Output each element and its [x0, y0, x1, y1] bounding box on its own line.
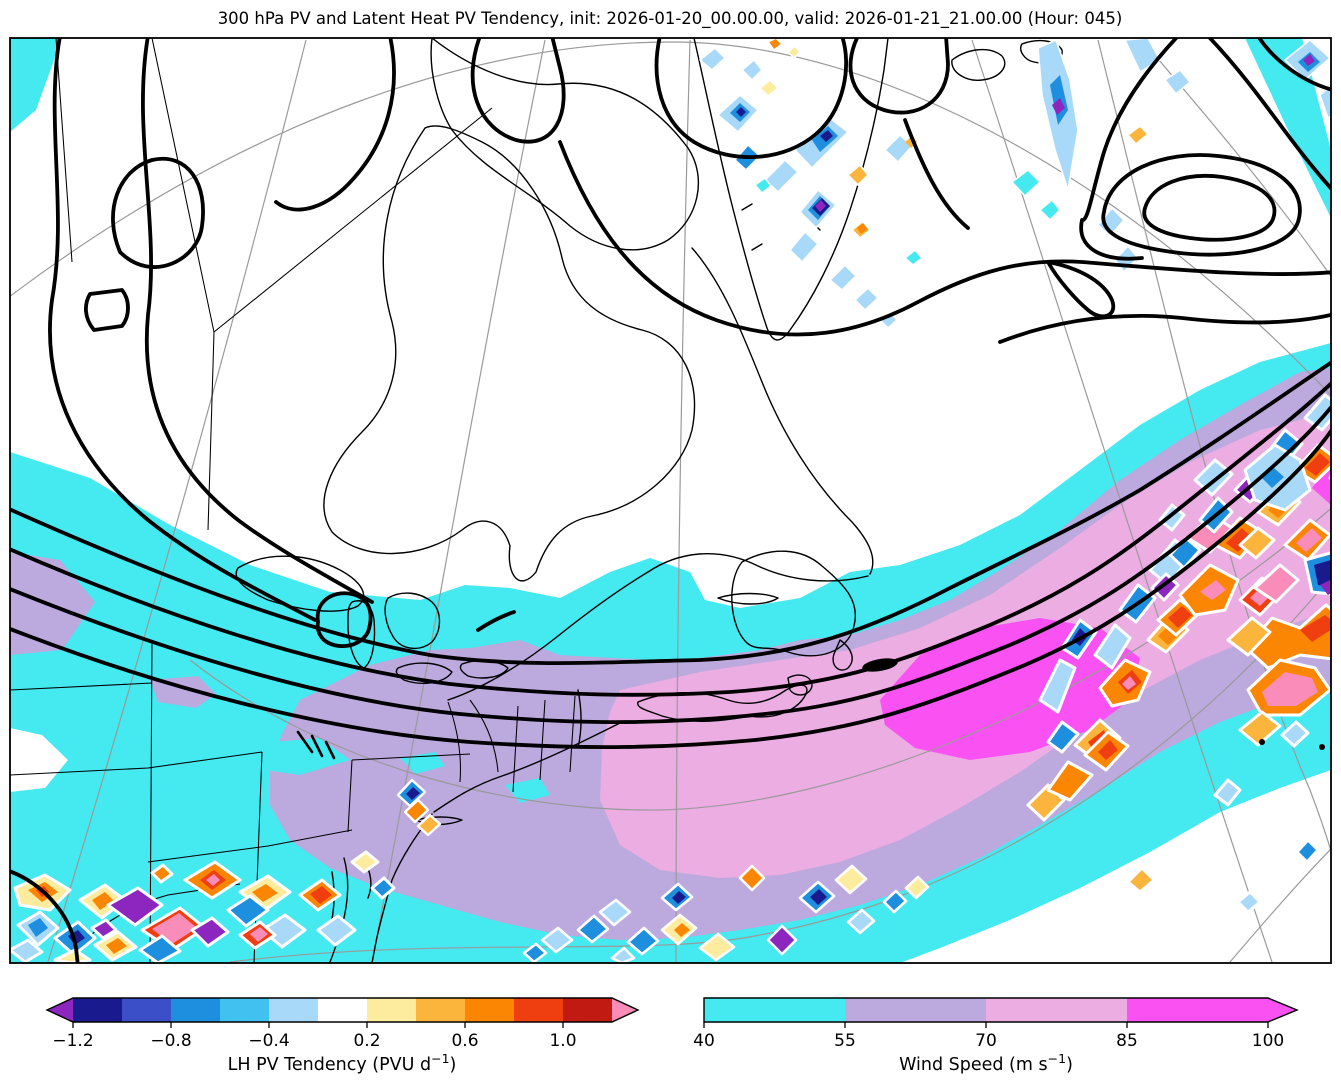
lh-colorbar-segment	[563, 998, 612, 1022]
cyan-topleft-corner	[10, 38, 62, 132]
lh-tick-label: 0.2	[353, 1031, 380, 1051]
hudson-bay-coast	[323, 125, 696, 582]
wind-tick-label: 70	[975, 1031, 997, 1051]
newfoundland-coast	[731, 550, 856, 657]
wind-tick-label: 100	[1252, 1031, 1284, 1051]
wind-tick-label: 85	[1116, 1031, 1138, 1051]
lh-colorbar-label: LH PV Tendency (PVU d−1)	[228, 1051, 457, 1075]
lh-colorbar-segment	[171, 998, 220, 1022]
map-frame	[9, 37, 1332, 964]
lh-colorbar-over-arrow	[612, 998, 638, 1022]
wind-colorbar-tickmarks	[703, 1022, 1269, 1028]
lh-colorbar-segment	[220, 998, 269, 1022]
new-england-coast	[433, 721, 623, 813]
state-borders	[10, 38, 576, 963]
lh-colorbar: −1.2 −0.8 −0.4 0.2 0.6 1.0 LH PV Tendenc…	[45, 997, 640, 1075]
lh-colorbar-segment	[73, 998, 122, 1022]
lh-tick-label: 0.6	[451, 1031, 478, 1051]
lh-colorbar-segment	[465, 998, 514, 1022]
lh-colorbar-under-arrow	[47, 998, 73, 1022]
lh-colorbar-segment	[416, 998, 465, 1022]
lh-colorbar-segment	[318, 998, 367, 1022]
mid-atlantic-coast	[371, 813, 433, 963]
wind-colorbar-over-arrow	[1268, 998, 1297, 1022]
wind-tick-label: 40	[693, 1031, 715, 1051]
lh-colorbar-segment	[122, 998, 171, 1022]
lh-tick-label: −1.2	[52, 1031, 93, 1051]
lh-tick-label: 1.0	[549, 1031, 576, 1051]
map-canvas	[10, 38, 1331, 963]
wind-colorbar-segment	[986, 998, 1127, 1022]
wind-colorbar: 40 55 70 85 100 Wind Speed (m s−1)	[693, 997, 1299, 1075]
wind-colorbar-segment	[845, 998, 986, 1022]
lake-huron	[384, 592, 441, 649]
wind-tick-label: 55	[834, 1031, 856, 1051]
pv-contours	[10, 38, 1331, 963]
lh-colorbar-tickmarks	[72, 1022, 564, 1028]
st-lawrence-coast	[447, 552, 869, 701]
anticosti-island	[717, 592, 779, 605]
wind-colorbar-label: Wind Speed (m s−1)	[899, 1051, 1073, 1075]
wind-colorbar-outline	[703, 997, 1299, 1023]
wind-colorbar-segment	[1127, 998, 1268, 1022]
figure-title: 300 hPa PV and Latent Heat PV Tendency, …	[218, 9, 1123, 29]
lake-superior	[235, 555, 365, 612]
lh-colorbar-segments	[47, 998, 638, 1022]
lh-cluster-nyc	[396, 778, 442, 837]
lh-colorbar-segment	[514, 998, 563, 1022]
jet-flank-contour-bundle	[10, 360, 1331, 749]
lh-colorbar-segment	[367, 998, 416, 1022]
lh-tick-label: −0.4	[248, 1031, 289, 1051]
wind-colorbar-segment	[704, 998, 845, 1022]
lh-tick-label: −0.8	[150, 1031, 191, 1051]
lh-colorbar-segment	[269, 998, 318, 1022]
lh-cluster-greenland	[699, 38, 923, 329]
wind-colorbar-segments	[704, 998, 1297, 1022]
lh-cluster-jet-south-flank	[522, 864, 930, 963]
labrador-coast	[691, 247, 874, 575]
